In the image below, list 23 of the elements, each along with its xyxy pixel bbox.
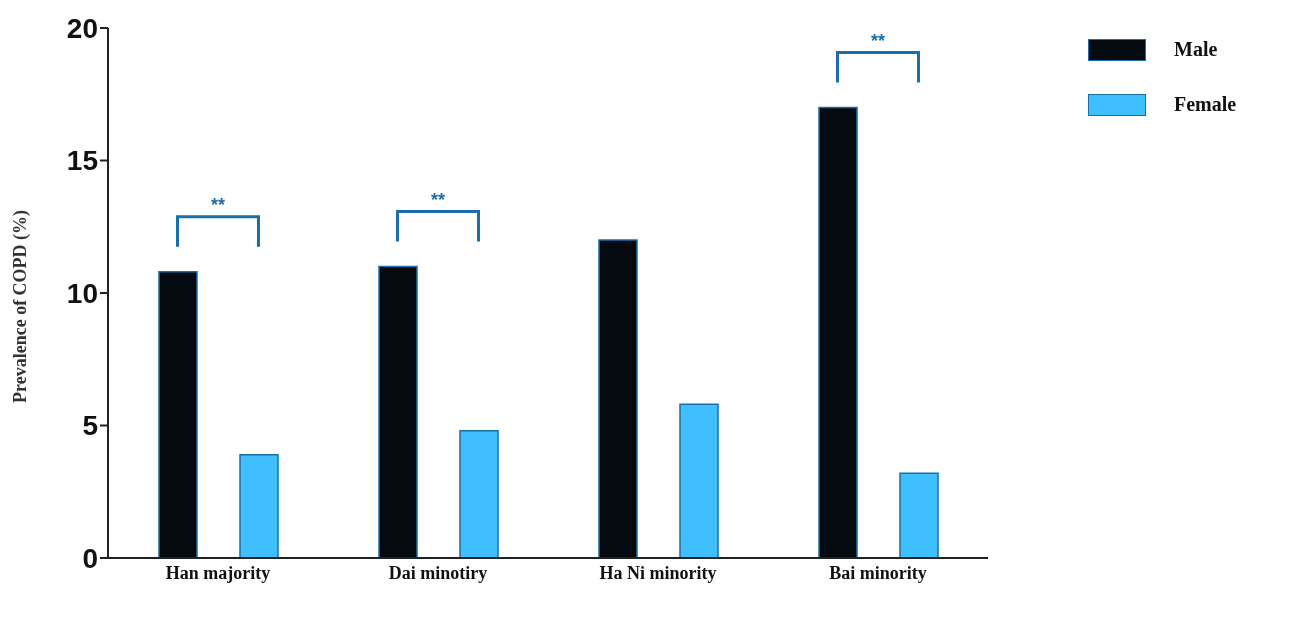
annotation: ** — [430, 189, 446, 210]
y-tick-label: 10 — [66, 277, 98, 309]
x-tick-label: Bai minority — [829, 562, 927, 583]
bar — [239, 453, 279, 558]
bar — [899, 472, 939, 558]
legend-label: Male — [1174, 38, 1218, 61]
y-tick-label: 15 — [66, 145, 98, 177]
bar — [818, 106, 858, 558]
y-tick-label: 5 — [82, 410, 98, 442]
y-axis-title: Prevalence of COPD (%) — [10, 209, 32, 403]
legend-label: Female — [1174, 93, 1237, 116]
x-tick-label: Dai minotiry — [388, 562, 488, 583]
bar — [598, 239, 638, 558]
x-tick-label: Han majority — [165, 562, 271, 583]
annotation: ** — [210, 194, 226, 215]
y-tick-label: 20 — [66, 12, 98, 44]
y-tick-label: 0 — [82, 542, 98, 574]
annotation: ** — [870, 30, 886, 51]
bar — [378, 265, 418, 558]
bar — [158, 271, 198, 558]
bar — [459, 430, 499, 558]
x-tick-label: Ha Ni minority — [599, 562, 717, 583]
bar — [679, 403, 719, 558]
